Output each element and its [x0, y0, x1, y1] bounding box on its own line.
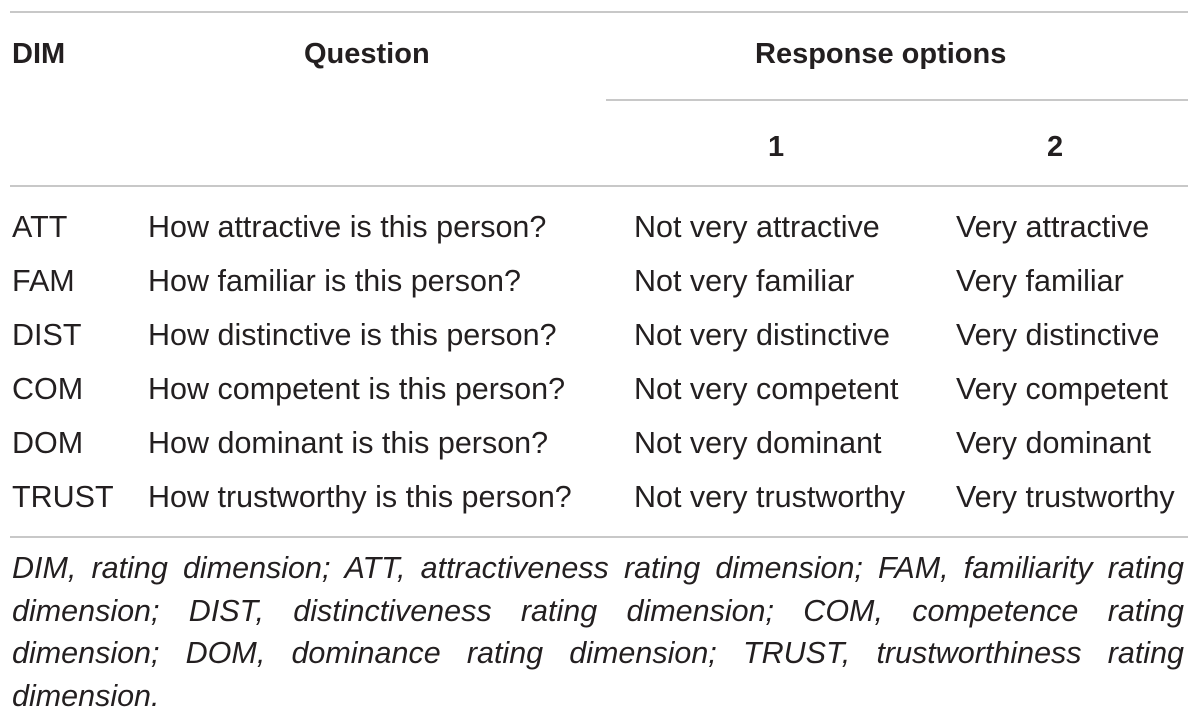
cell-question: How competent is this person? [148, 372, 566, 406]
response-options-span-rule [606, 99, 1188, 101]
cell-option-1: Not very competent [634, 372, 899, 406]
cell-option-1: Not very distinctive [634, 318, 890, 352]
cell-dim: COM [12, 372, 84, 406]
cell-option-2: Very familiar [956, 264, 1124, 298]
header-dim: DIM [12, 38, 66, 70]
cell-option-1: Not very trustworthy [634, 480, 906, 514]
cell-question: How distinctive is this person? [148, 318, 557, 352]
cell-dim: DOM [12, 426, 84, 460]
cell-option-2: Very distinctive [956, 318, 1160, 352]
cell-dim: ATT [12, 210, 68, 244]
cell-option-1: Not very attractive [634, 210, 880, 244]
cell-question: How attractive is this person? [148, 210, 547, 244]
cell-option-2: Very trustworthy [956, 480, 1175, 514]
cell-dim: FAM [12, 264, 75, 298]
cell-dim: DIST [12, 318, 82, 352]
cell-dim: TRUST [12, 480, 114, 514]
table-footnote: DIM, rating dimension; ATT, attractivene… [12, 551, 1184, 713]
bottom-rule [10, 536, 1188, 538]
cell-question: How familiar is this person? [148, 264, 521, 298]
cell-option-2: Very dominant [956, 426, 1151, 460]
cell-option-1: Not very dominant [634, 426, 882, 460]
top-rule [10, 11, 1188, 13]
cell-option-2: Very competent [956, 372, 1168, 406]
header-option-1: 1 [768, 131, 785, 163]
header-rule [10, 185, 1188, 187]
header-question: Question [304, 38, 430, 70]
cell-question: How trustworthy is this person? [148, 480, 572, 514]
cell-question: How dominant is this person? [148, 426, 549, 460]
cell-option-2: Very attractive [956, 210, 1150, 244]
header-option-2: 2 [1047, 131, 1064, 163]
cell-option-1: Not very familiar [634, 264, 855, 298]
header-response-options: Response options [755, 38, 1007, 70]
